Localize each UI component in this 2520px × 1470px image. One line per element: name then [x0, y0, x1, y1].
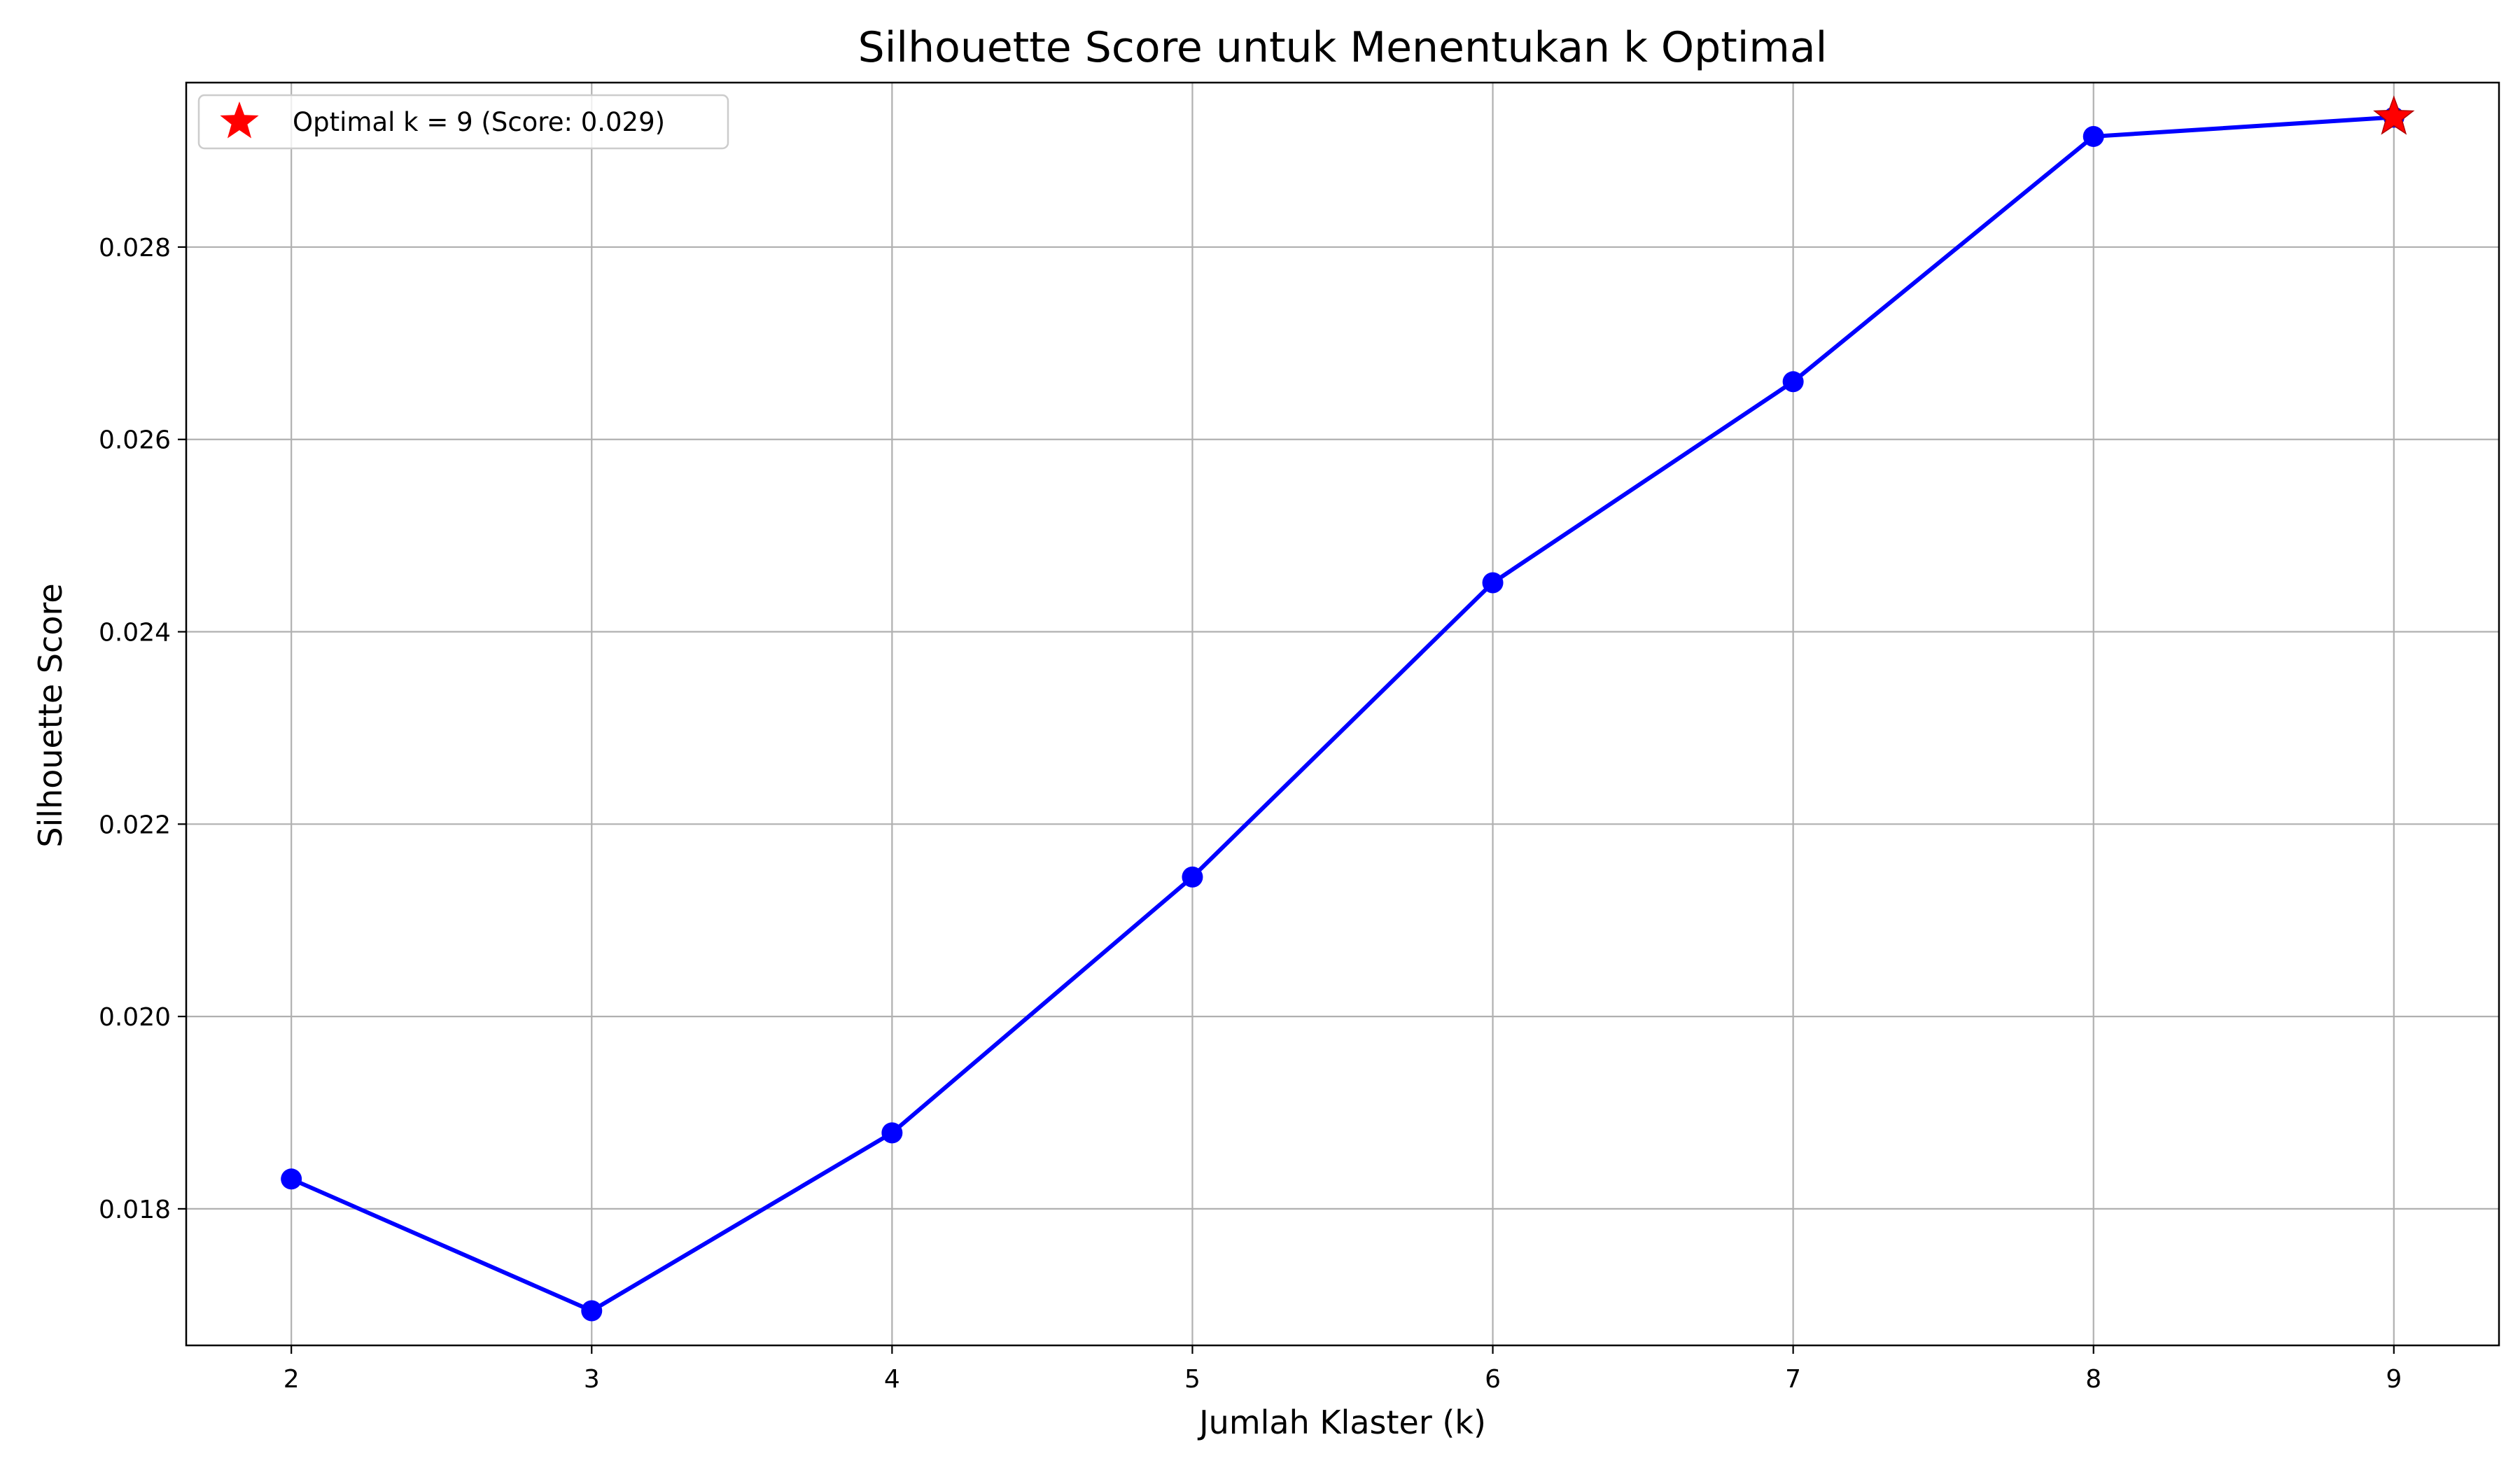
chart-title: Silhouette Score untuk Menentukan k Opti… — [858, 23, 1828, 72]
data-point — [1782, 371, 1804, 393]
y-tick-label: 0.018 — [99, 1196, 171, 1224]
y-tick-label: 0.022 — [99, 811, 171, 839]
x-axis-label: Jumlah Klaster (k) — [1197, 1404, 1486, 1441]
legend-label: Optimal k = 9 (Score: 0.029) — [293, 107, 665, 137]
data-point — [881, 1122, 903, 1144]
y-tick-label: 0.024 — [99, 619, 171, 648]
legend-star-icon — [220, 102, 259, 139]
score-line — [289, 115, 2396, 1313]
x-tick-label: 6 — [1485, 1365, 1501, 1394]
x-tick-label: 3 — [584, 1365, 600, 1394]
x-tick-label: 8 — [2085, 1365, 2101, 1394]
data-point — [581, 1300, 603, 1322]
axis-ticks: 2 3 4 5 6 7 8 9 0.018 0.020 0.022 0.024 0.026 0.028 — [99, 234, 2402, 1394]
data-point — [2082, 125, 2104, 147]
y-tick-label: 0.020 — [99, 1003, 171, 1032]
data-point — [1182, 866, 1203, 888]
y-tick-label: 0.028 — [99, 234, 171, 262]
data-point — [1482, 572, 1504, 594]
y-tick-label: 0.026 — [99, 426, 171, 455]
plot-frame — [185, 81, 2500, 1347]
data-point — [281, 1168, 302, 1190]
x-tick-label: 4 — [884, 1365, 900, 1394]
x-tick-label: 9 — [2386, 1365, 2402, 1394]
series-line — [289, 115, 2396, 1313]
y-axis-label: Silhouette Score — [31, 583, 69, 847]
optimal-star-icon — [2373, 95, 2415, 135]
legend-box — [197, 94, 729, 150]
optimal-marker — [2373, 95, 2415, 135]
legend-star-shape — [220, 102, 259, 139]
legend: Optimal k = 9 (Score: 0.029) — [197, 94, 729, 150]
x-tick-label: 2 — [284, 1365, 300, 1394]
x-tick-label: 7 — [1785, 1365, 1801, 1394]
x-tick-label: 5 — [1184, 1365, 1200, 1394]
grid-lines — [186, 83, 2499, 1345]
